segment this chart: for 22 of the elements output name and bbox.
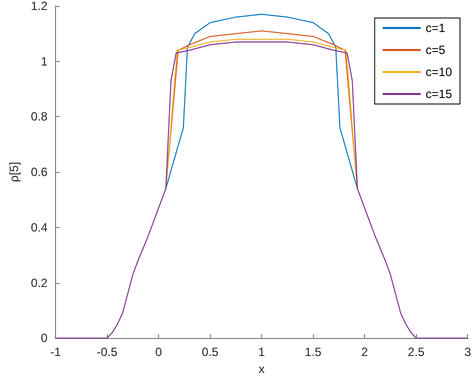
legend-label: c=5	[426, 43, 446, 57]
y-tick-label: 0.6	[30, 165, 48, 180]
x-tick-label: -0.5	[96, 345, 118, 360]
x-tick-label: 0.5	[202, 345, 219, 360]
y-tick-label: 0	[40, 331, 48, 346]
y-tick-label: 1	[40, 54, 48, 68]
legend-label: c=15	[426, 87, 452, 101]
x-tick-label: 1	[258, 345, 266, 360]
x-tick-label: 3	[464, 345, 472, 360]
x-axis-title: x	[258, 362, 265, 376]
y-axis-title: ρ[5]	[7, 162, 21, 182]
y-tick-label: 0.8	[30, 110, 48, 124]
y-tick-label: 0.4	[30, 220, 48, 234]
x-tick-label: 2	[361, 345, 368, 360]
x-tick-label: -1	[50, 345, 62, 360]
y-tick-label: 1.2	[30, 0, 48, 13]
legend-label: c=10	[426, 65, 452, 79]
x-tick-label: 0	[155, 345, 162, 360]
y-tick-label: 0.2	[30, 276, 48, 290]
x-tick-label: 2.5	[408, 345, 425, 360]
legend-label: c=1	[426, 21, 446, 35]
x-tick-label: 1.5	[304, 345, 322, 360]
